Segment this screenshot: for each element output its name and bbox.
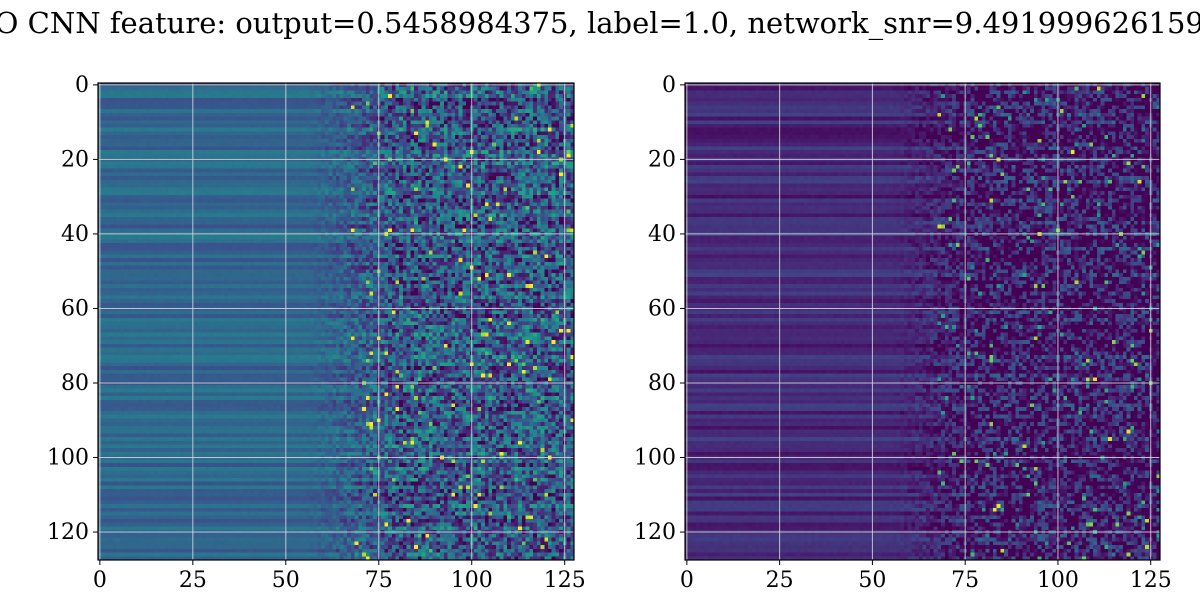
y-tick-label: 40: [61, 222, 89, 247]
y-tick-label: 100: [634, 446, 676, 471]
y-tick-label: 20: [648, 147, 676, 172]
x-tick-label: 125: [544, 568, 586, 593]
y-tick-label: 60: [648, 296, 676, 321]
x-tick-label: 100: [1037, 568, 1079, 593]
heatmap-panel-right: 0 25 50 75 100 125 0 20 40 60 80 100 120: [634, 73, 1172, 593]
axes-frame: [684, 82, 1161, 561]
y-tick-label: 40: [648, 222, 676, 247]
y-tick-label: 20: [61, 147, 89, 172]
x-tick-label: 25: [179, 568, 207, 593]
y-tick-label: 80: [648, 371, 676, 396]
heatmap-image: [685, 83, 1160, 560]
figure-title: LIGO CNN feature: output=0.5458984375, l…: [0, 6, 1200, 41]
y-tick-label: 120: [634, 520, 676, 545]
y-tick-label: 60: [61, 296, 89, 321]
axes-frame: [97, 82, 575, 561]
x-tick-label: 0: [680, 568, 694, 593]
y-tick-label: 0: [75, 73, 89, 98]
y-tick-label: 100: [47, 446, 89, 471]
heatmap-image: [98, 83, 574, 560]
x-tick-label: 25: [766, 568, 794, 593]
x-tick-label: 125: [1130, 568, 1172, 593]
x-tick-label: 100: [451, 568, 493, 593]
x-tick-label: 75: [365, 568, 393, 593]
y-tick-label: 120: [47, 520, 89, 545]
x-tick-label: 50: [272, 568, 300, 593]
y-tick-label: 0: [662, 73, 676, 98]
x-tick-label: 75: [951, 568, 979, 593]
heatmap-panel-left: 0 25 50 75 100 125 0 20 40 60 80 100 120: [47, 73, 586, 593]
x-tick-label: 0: [93, 568, 107, 593]
x-tick-label: 50: [858, 568, 886, 593]
y-tick-label: 80: [61, 371, 89, 396]
